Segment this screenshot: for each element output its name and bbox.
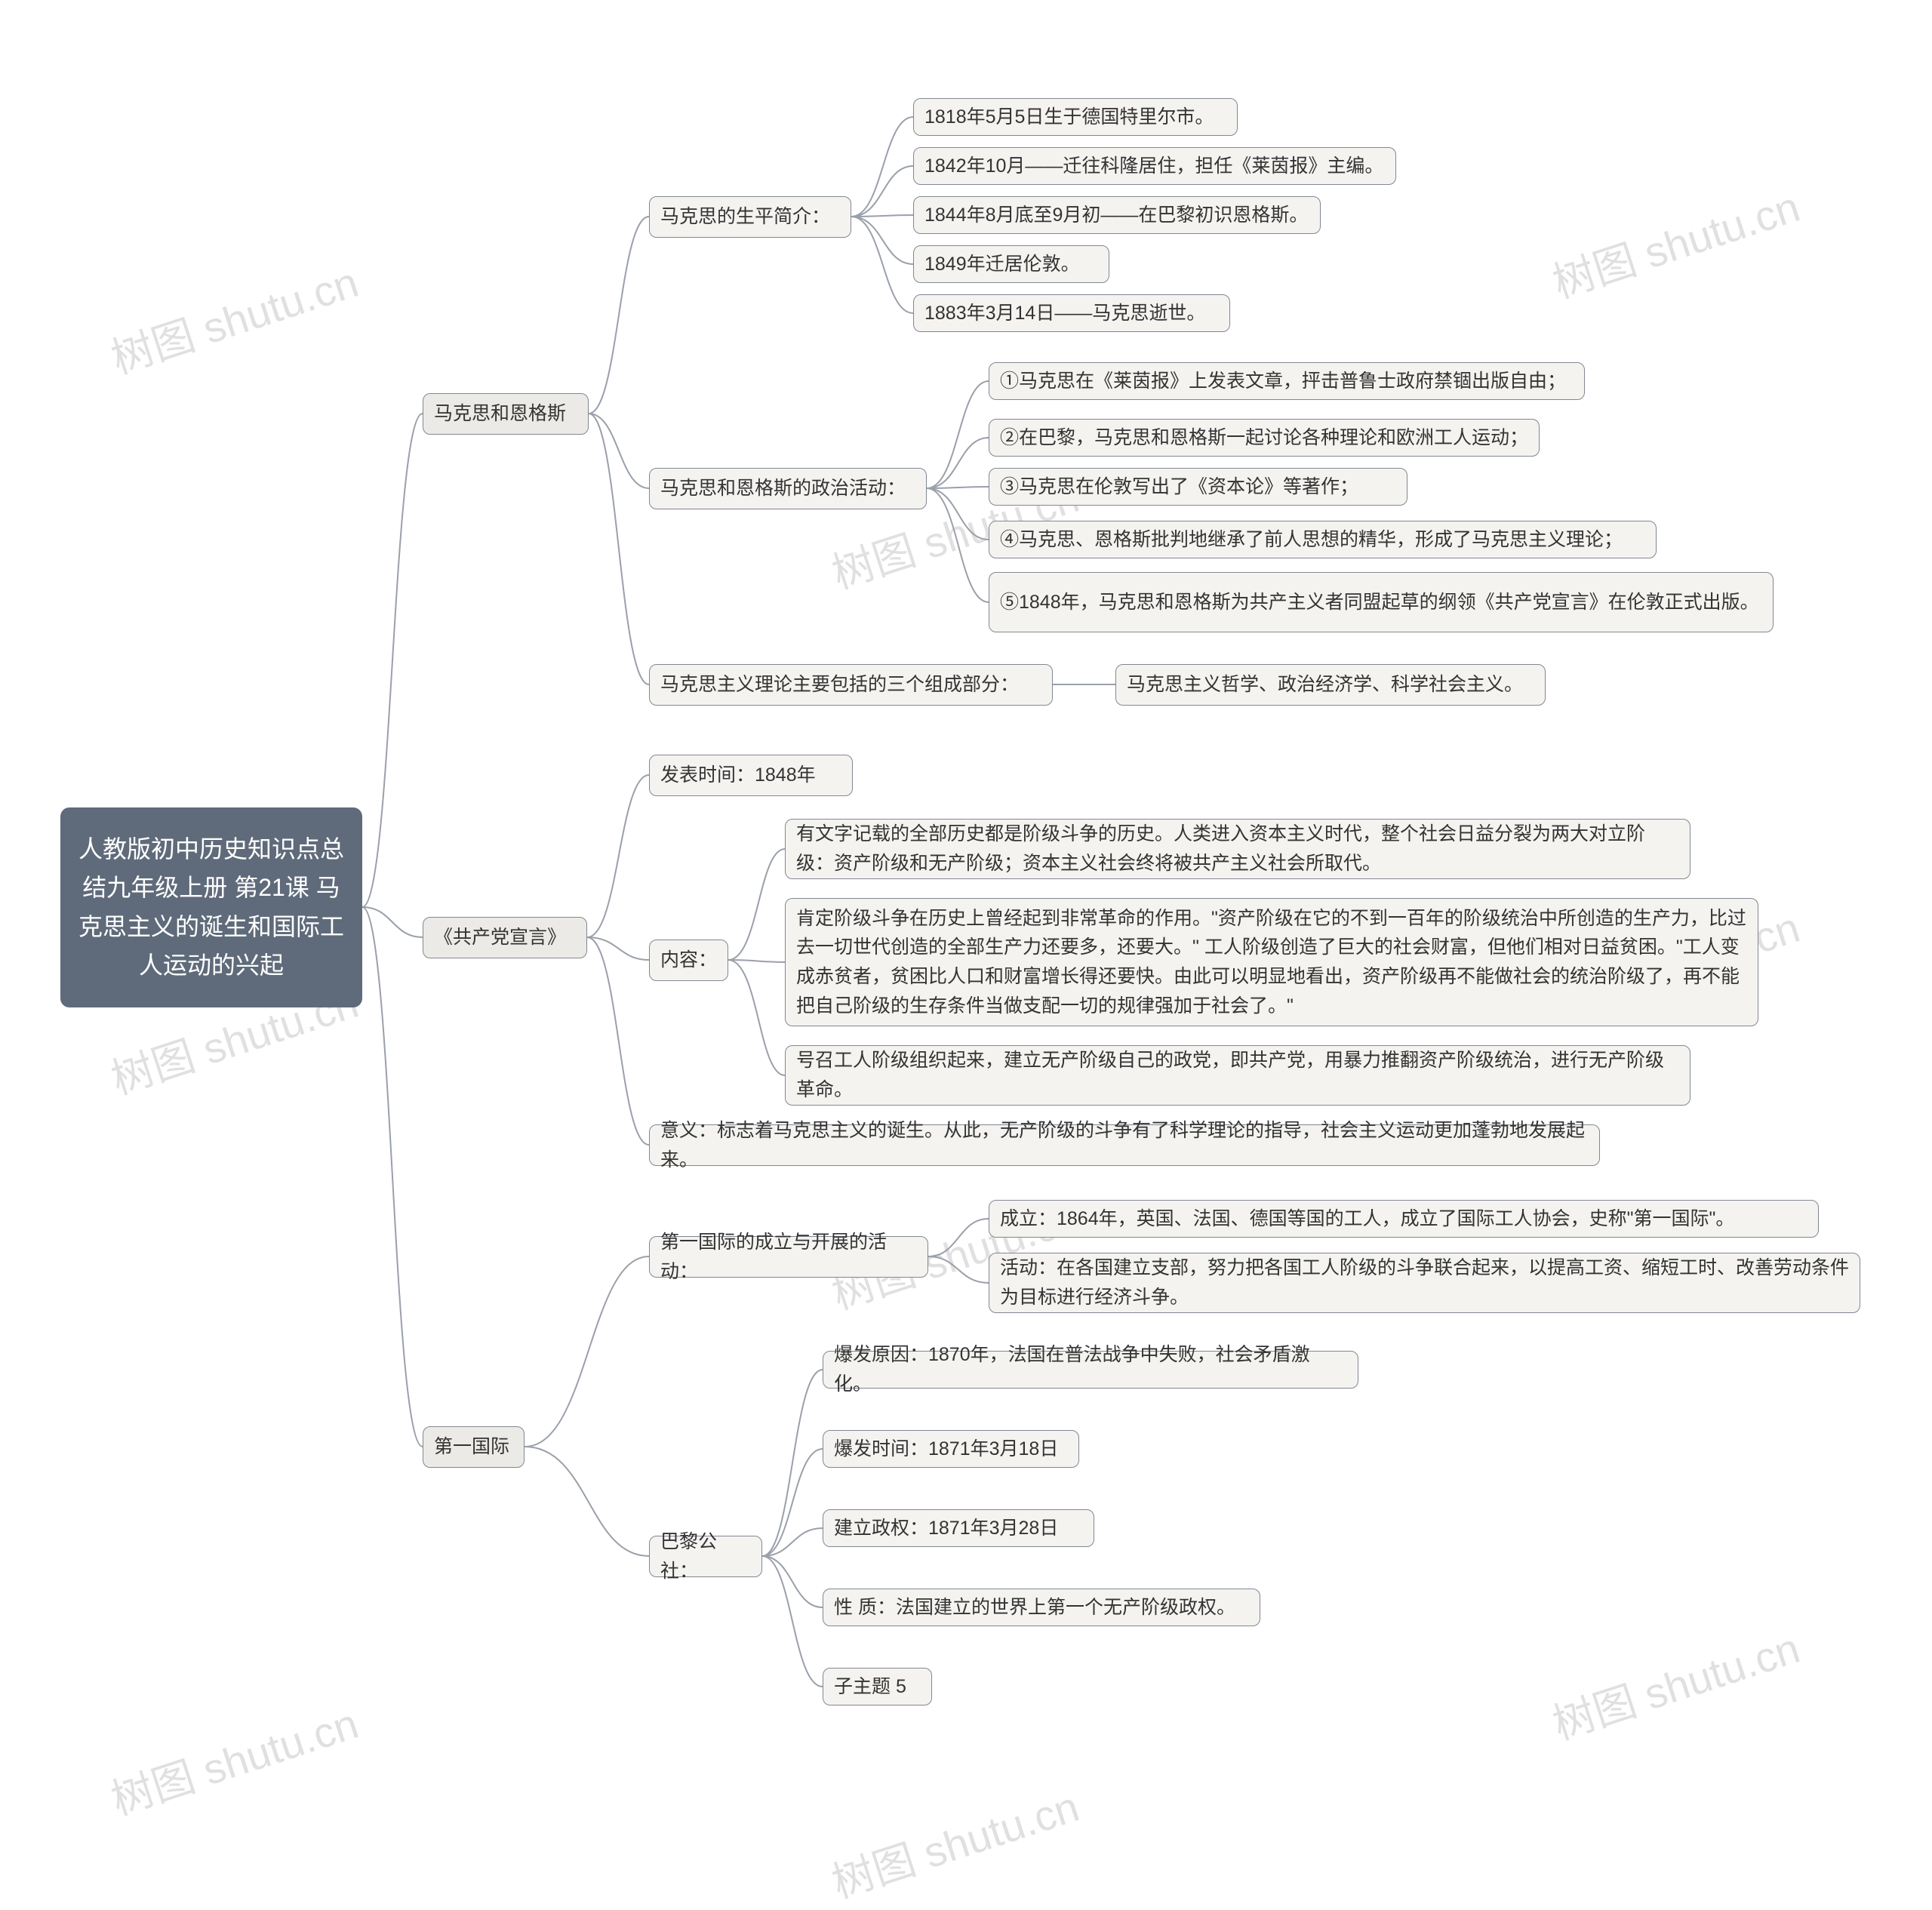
watermark: 树图 shutu.cn — [823, 1773, 1086, 1910]
root-node[interactable]: 人教版初中历史知识点总结九年级上册 第21课 马克思主义的诞生和国际工人运动的兴… — [60, 807, 362, 1007]
sub-publish-time[interactable]: 发表时间：1848年 — [649, 755, 853, 796]
watermark: 树图 shutu.cn — [103, 249, 365, 386]
leaf-three-parts-detail[interactable]: 马克思主义哲学、政治经济学、科学社会主义。 — [1115, 664, 1546, 706]
sub-significance[interactable]: 意义：标志着马克思主义的诞生。从此，无产阶级的斗争有了科学理论的指导，社会主义运… — [649, 1124, 1600, 1166]
mindmap-canvas: 树图 shutu.cn 树图 shutu.cn 树图 shutu.cn 树图 s… — [0, 0, 1932, 1886]
sub-first-intl-activities[interactable]: 第一国际的成立与开展的活动： — [649, 1236, 928, 1278]
leaf-activity-3[interactable]: ③马克思在伦敦写出了《资本论》等著作； — [989, 468, 1407, 506]
sub-content[interactable]: 内容： — [649, 940, 728, 981]
leaf-bio-1849[interactable]: 1849年迁居伦敦。 — [913, 245, 1109, 283]
leaf-bio-1818[interactable]: 1818年5月5日生于德国特里尔市。 — [913, 98, 1238, 136]
leaf-intl-activity[interactable]: 活动：在各国建立支部，努力把各国工人阶级的斗争联合起来，以提高工资、缩短工时、改… — [989, 1253, 1860, 1313]
branch-manifesto[interactable]: 《共产党宣言》 — [423, 917, 587, 958]
leaf-commune-outbreak[interactable]: 爆发时间：1871年3月18日 — [823, 1430, 1079, 1468]
leaf-bio-1842[interactable]: 1842年10月——迁往科隆居住，担任《莱茵报》主编。 — [913, 147, 1396, 185]
leaf-bio-1844[interactable]: 1844年8月底至9月初——在巴黎初识恩格斯。 — [913, 196, 1321, 234]
sub-three-parts[interactable]: 马克思主义理论主要包括的三个组成部分： — [649, 664, 1053, 706]
leaf-activity-5[interactable]: ⑤1848年，马克思和恩格斯为共产主义者同盟起草的纲领《共产党宣言》在伦敦正式出… — [989, 572, 1774, 632]
sub-marx-bio[interactable]: 马克思的生平简介： — [649, 196, 851, 238]
leaf-content-2[interactable]: 肯定阶级斗争在历史上曾经起到非常革命的作用。"资产阶级在它的不到一百年的阶级统治… — [785, 898, 1758, 1026]
watermark: 树图 shutu.cn — [1544, 1615, 1807, 1752]
watermark: 树图 shutu.cn — [103, 1690, 365, 1828]
leaf-activity-4[interactable]: ④马克思、恩格斯批判地继承了前人思想的精华，形成了马克思主义理论； — [989, 521, 1657, 558]
leaf-commune-nature[interactable]: 性 质：法国建立的世界上第一个无产阶级政权。 — [823, 1589, 1260, 1626]
leaf-commune-regime[interactable]: 建立政权：1871年3月28日 — [823, 1509, 1094, 1547]
branch-marx-engels[interactable]: 马克思和恩格斯 — [423, 393, 589, 435]
watermark: 树图 shutu.cn — [1544, 174, 1807, 311]
leaf-intl-founding[interactable]: 成立：1864年，英国、法国、德国等国的工人，成立了国际工人协会，史称"第一国际… — [989, 1200, 1819, 1238]
leaf-commune-cause[interactable]: 爆发原因：1870年，法国在普法战争中失败，社会矛盾激化。 — [823, 1351, 1358, 1389]
sub-paris-commune[interactable]: 巴黎公社： — [649, 1536, 762, 1577]
leaf-content-3[interactable]: 号召工人阶级组织起来，建立无产阶级自己的政党，即共产党，用暴力推翻资产阶级统治，… — [785, 1045, 1690, 1106]
leaf-subtopic-5[interactable]: 子主题 5 — [823, 1668, 932, 1705]
leaf-activity-2[interactable]: ②在巴黎，马克思和恩格斯一起讨论各种理论和欧洲工人运动； — [989, 419, 1540, 457]
sub-political-activity[interactable]: 马克思和恩格斯的政治活动： — [649, 468, 927, 509]
leaf-activity-1[interactable]: ①马克思在《莱茵报》上发表文章，抨击普鲁士政府禁锢出版自由； — [989, 362, 1585, 400]
branch-first-international[interactable]: 第一国际 — [423, 1426, 525, 1468]
leaf-bio-1883[interactable]: 1883年3月14日——马克思逝世。 — [913, 294, 1230, 332]
leaf-content-1[interactable]: 有文字记载的全部历史都是阶级斗争的历史。人类进入资本主义时代，整个社会日益分裂为… — [785, 819, 1690, 879]
